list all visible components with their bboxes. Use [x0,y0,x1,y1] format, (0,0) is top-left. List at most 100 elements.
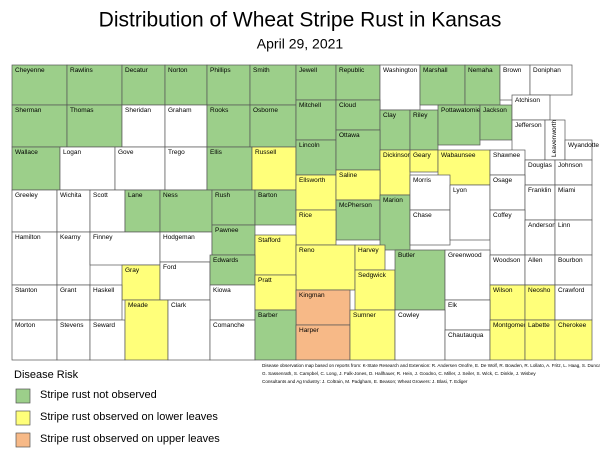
county-label: Seward [93,322,115,329]
county-label: Coffey [493,212,512,219]
county [164,104,208,148]
county-label: Grant [60,287,76,294]
county-label: Allen [528,257,543,264]
county-label: Lane [128,192,143,199]
county [206,104,251,148]
county [489,284,526,321]
county [444,249,491,301]
county-label: Osborne [253,107,278,114]
county-label: Lincoln [299,142,320,149]
county [209,319,256,361]
county [211,224,256,256]
county [524,319,556,361]
county [56,231,91,286]
county-label: Crawford [558,287,585,294]
county-label: Wilson [493,287,513,294]
county-label: Finney [93,234,113,241]
county-label: Franklin [528,187,552,194]
county-label: Sumner [353,312,377,319]
county-label: Osage [493,177,513,184]
county-label: Washington [383,67,417,74]
county-label: Wallace [15,149,38,156]
legend-label: Stripe rust not observed [40,389,157,401]
county-label: McPherson [339,202,372,209]
county-label: Harper [299,327,320,334]
county [394,249,446,311]
county [489,319,526,361]
county-label: Montgomery [493,322,530,329]
county-label: Gove [118,149,134,156]
county-label: Marshall [423,67,448,74]
county-label: Brown [503,67,522,74]
county [209,254,256,286]
county [89,231,161,266]
source-note: Consultants and Ag Industry: J. Coltrain… [262,379,468,384]
county [159,189,213,233]
county-label: Meade [128,302,148,309]
county-label: Norton [168,67,188,74]
county-label: Leavenworth [551,119,558,157]
county-label: Morris [413,177,432,184]
county-label: Marion [383,197,403,204]
county-label: Reno [299,247,315,254]
county-label: Butler [398,252,416,259]
county-label: Johnson [558,162,583,169]
county [409,209,451,246]
county-label: Rooks [210,107,229,114]
county [206,146,253,191]
source-note: Disease observation map based on reports… [262,363,600,368]
county-label: Labette [528,322,550,329]
county [167,299,211,361]
county [489,254,526,286]
county [164,146,208,191]
county-label: Wichita [60,192,82,199]
legend-title: Disease Risk [14,369,79,381]
county [11,146,61,191]
county-label: Decatur [125,67,149,74]
county [124,299,169,361]
county-label: Hamilton [15,234,41,241]
county [11,319,58,361]
county-label: Lyon [453,187,467,194]
county-label: Sheridan [125,107,151,114]
county-label: Rice [299,212,312,219]
county-label: Sherman [15,107,42,114]
county-label: Wabaunsee [441,152,476,159]
county [254,309,297,361]
county [211,189,256,226]
county [11,64,68,106]
county-label: Ellsworth [299,177,326,184]
county-label: Saline [339,172,357,179]
county-label: Linn [558,222,571,229]
county [249,64,297,106]
county-label: Clay [383,112,397,119]
county [489,209,526,256]
county [489,174,526,211]
county [419,64,466,106]
county [529,64,573,96]
county [394,309,446,361]
county [335,169,381,201]
county [89,319,126,361]
legend-label: Stripe rust observed on lower leaves [40,411,218,423]
county-label: Edwards [213,257,239,264]
county-label: Chase [413,212,432,219]
county-label: Dickinson [383,152,412,159]
county-label: Cowley [398,312,420,319]
county-label: Elk [448,302,458,309]
county [121,104,166,148]
county-label: Ford [163,264,177,271]
county-label: Scott [93,192,108,199]
county-label: Russell [255,149,277,156]
county-label: Miami [558,187,575,194]
county-label: Kingman [299,292,325,299]
source-note: G. Sassenrath, S. Campbel, C. Long, J. F… [262,371,536,376]
county [335,99,381,131]
county-label: Smith [253,67,270,74]
county [409,109,439,151]
county-label: Graham [168,107,191,114]
county [554,284,593,321]
county [11,231,58,286]
county [254,189,297,226]
